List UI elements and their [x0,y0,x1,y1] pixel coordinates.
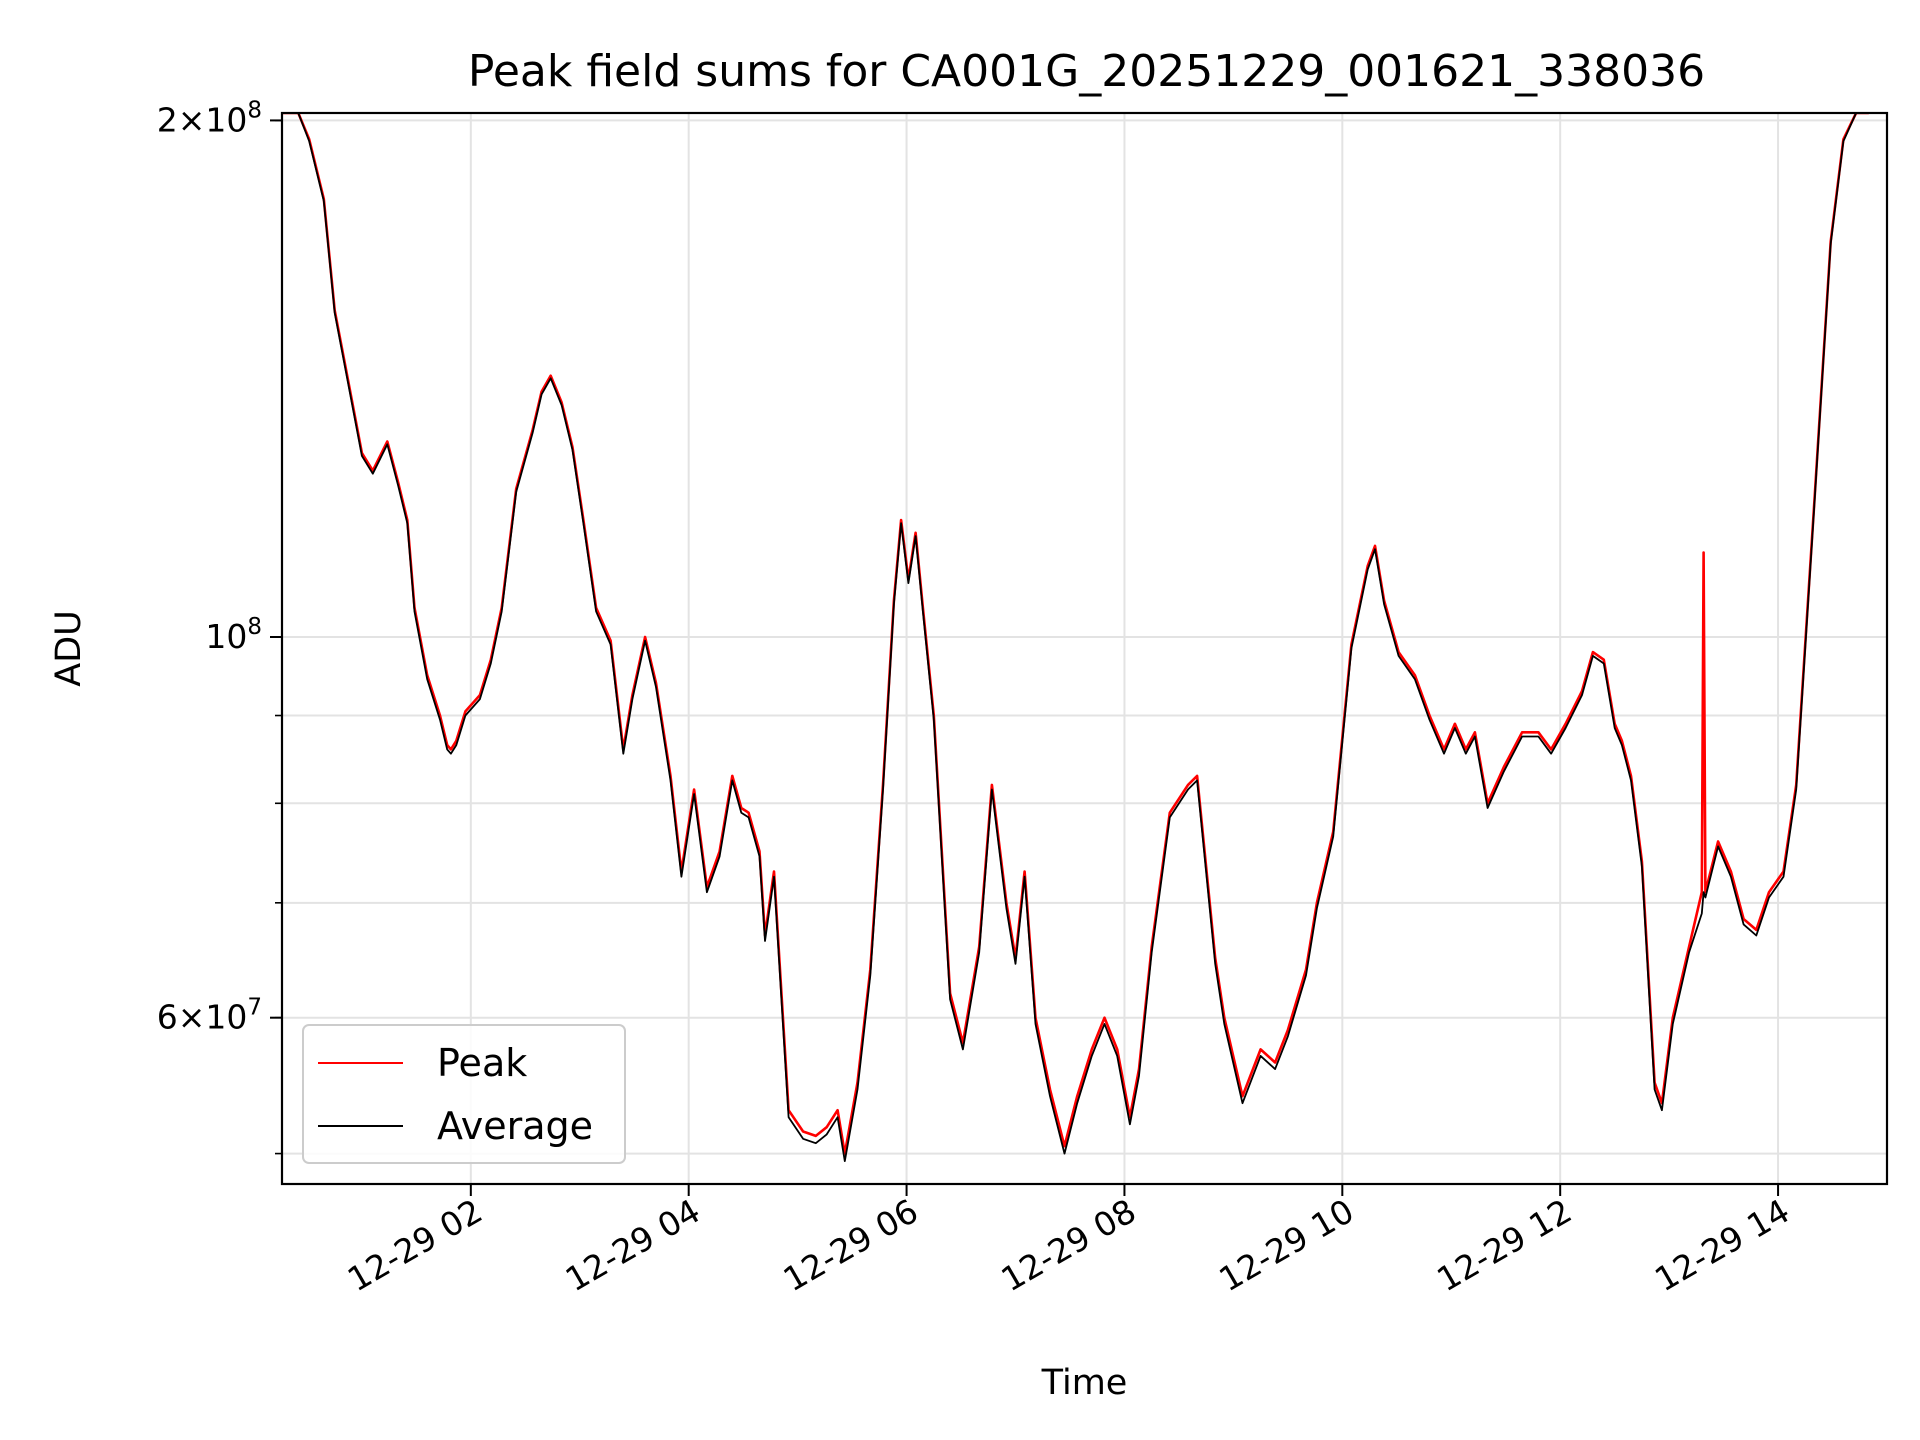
grid-layer [282,113,1887,1184]
plot-frame [280,111,1889,1186]
legend-label-average: Average [437,1104,593,1148]
legend: Peak Average [302,1024,626,1164]
series-line-average [282,113,1869,1162]
y-tick-label: 108 [205,614,262,656]
series-layer [282,113,1869,1162]
y-axis-title: ADU [49,610,89,687]
y-tick-label: 2×108 [157,97,262,139]
y-tick-label: 6×107 [157,995,262,1037]
x-axis-title: Time [1041,1363,1128,1403]
legend-box [302,1024,626,1164]
legend-label-peak: Peak [437,1041,527,1085]
chart-title: Peak field sums for CA001G_20251229_0016… [468,46,1705,97]
